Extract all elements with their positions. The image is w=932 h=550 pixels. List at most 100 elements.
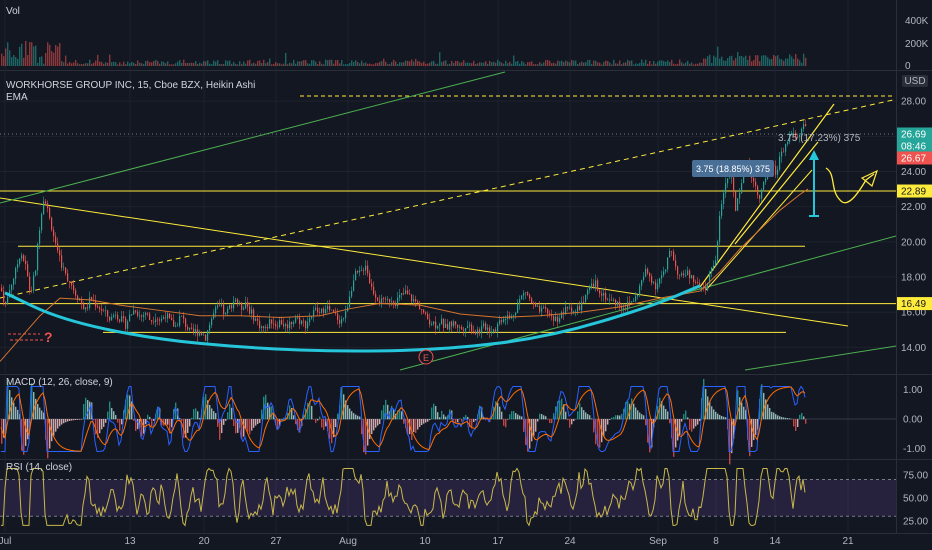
candle-body [431, 323, 433, 325]
macd-histogram-bar [89, 401, 91, 420]
volume-bar [605, 60, 607, 66]
macd-histogram-bar [119, 419, 121, 431]
price-axis-tick: 18.00 [901, 273, 926, 284]
measure-box-small[interactable]: 3.75 (17.23%) 375 [778, 133, 861, 144]
indicator-label-ema[interactable]: EMA [6, 92, 28, 103]
price-tag-label: 08:46 [901, 142, 926, 153]
volume-axis-tick: 0 [905, 61, 911, 72]
candle-body [473, 331, 475, 333]
volume-bar [663, 60, 665, 66]
volume-bar [263, 59, 265, 66]
candle-body [425, 312, 427, 314]
candle-body [107, 310, 109, 317]
question-mark-annotation[interactable]: ? [44, 329, 53, 345]
candle-body [301, 320, 303, 324]
macd-histogram-bar [217, 419, 219, 427]
chart-title[interactable]: WORKHORSE GROUP INC, 15, Cboe BZX, Heiki… [6, 80, 255, 91]
volume-bar [245, 63, 247, 66]
volume-bar [7, 42, 9, 66]
currency-badge[interactable] [902, 75, 928, 87]
volume-bar [783, 60, 785, 66]
candle-body [543, 307, 545, 308]
volume-bar [191, 62, 193, 66]
candle-body [675, 260, 677, 267]
volume-bar [43, 63, 45, 66]
volume-bar [115, 62, 117, 66]
macd-histogram-bar [157, 406, 159, 420]
volume-bar [355, 60, 357, 66]
candle-body [503, 319, 505, 322]
candle-body [117, 314, 119, 320]
price-tag[interactable] [897, 184, 932, 198]
candle-body [273, 323, 275, 325]
volume-bar [375, 63, 377, 66]
macd-histogram-bar [307, 402, 309, 420]
volume-bar [321, 63, 323, 66]
volume-bar [759, 61, 761, 66]
macd-histogram-bar [209, 404, 211, 420]
candle-body [779, 156, 781, 170]
candle-body [327, 306, 329, 310]
macd-histogram-bar [59, 419, 61, 427]
volume-bar [689, 63, 691, 66]
volume-bar [723, 60, 725, 66]
volume-bar [247, 60, 249, 66]
volume-bar [19, 46, 21, 66]
price-tag[interactable] [897, 127, 932, 141]
volume-bar [71, 63, 73, 66]
price-tag[interactable] [897, 139, 932, 153]
candle-body [173, 320, 175, 327]
volume-bar [277, 63, 279, 66]
price-tag[interactable] [897, 297, 932, 311]
macd-histogram-bar [153, 419, 155, 421]
earnings-marker[interactable]: E [418, 349, 434, 365]
candle-body [459, 326, 461, 328]
price-tag[interactable] [897, 151, 932, 165]
macd-histogram-bar [567, 419, 569, 421]
volume-bar [237, 64, 239, 66]
macd-histogram-bar [695, 419, 697, 427]
macd-histogram-bar [421, 419, 423, 426]
channel-line-green [399, 235, 897, 371]
volume-bar [583, 62, 585, 66]
volume-bar [447, 64, 449, 66]
candle-body [253, 309, 255, 321]
macd-histogram-bar [23, 419, 25, 455]
macd-histogram-bar [687, 417, 689, 420]
measure-box-large[interactable]: 3.75 (18.85%) 375 [692, 160, 774, 177]
macd-histogram-bar [545, 416, 547, 420]
volume-bar [187, 62, 189, 66]
macd-histogram-bar [443, 414, 445, 420]
candle-body [85, 307, 87, 310]
macd-histogram-bar [761, 384, 763, 420]
currency-label[interactable]: USD [904, 76, 925, 87]
volume-bar [477, 63, 479, 66]
macd-histogram-bar [327, 419, 329, 431]
candle-body [525, 292, 527, 294]
volume-bar [423, 61, 425, 66]
macd-histogram-bar [503, 419, 505, 426]
candle-body [557, 316, 559, 322]
candle-body [317, 307, 319, 313]
candle-body [737, 198, 739, 211]
macd-histogram-bar [453, 419, 455, 421]
volume-bar [781, 59, 783, 66]
macd-histogram-bar [387, 404, 389, 420]
volume-bar [1, 53, 3, 66]
candle-body [251, 309, 253, 314]
rsi-label[interactable]: RSI (14, close) [6, 462, 72, 473]
macd-histogram-bar [279, 419, 281, 427]
candle-body [725, 183, 727, 194]
volume-bar [755, 55, 757, 66]
volume-bar [313, 60, 315, 66]
candle-body [151, 320, 153, 322]
macd-label[interactable]: MACD (12, 26, close, 9) [6, 377, 113, 388]
candle-body [505, 319, 507, 320]
candle-body [133, 310, 135, 315]
ema-line [0, 188, 809, 362]
candle-body [377, 297, 379, 301]
candle-body [729, 177, 731, 179]
candle-body [483, 323, 485, 327]
volume-bar [343, 64, 345, 66]
